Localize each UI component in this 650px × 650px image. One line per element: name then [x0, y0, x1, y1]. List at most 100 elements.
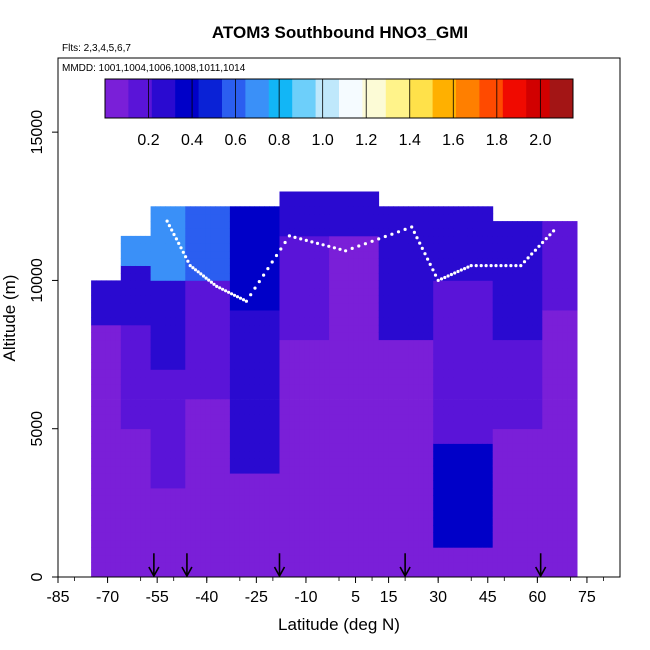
heatmap-cell	[145, 473, 151, 481]
heatmap-cell	[358, 391, 365, 400]
heatmap-cell	[393, 428, 399, 437]
heatmap-cell	[249, 280, 256, 289]
heatmap-cell	[363, 554, 370, 563]
heatmap-cell	[403, 317, 409, 326]
heatmap-cell	[170, 287, 176, 296]
heatmap-cell	[334, 295, 340, 304]
heatmap-cell	[334, 436, 340, 444]
heatmap-cell	[224, 436, 231, 444]
heatmap-cell	[130, 539, 137, 548]
heatmap-cell	[234, 265, 241, 274]
heatmap-cell	[160, 310, 166, 318]
heatmap-cell	[96, 569, 102, 578]
heatmap-cell	[413, 324, 419, 333]
heatmap-cell	[373, 198, 380, 207]
flight-track-point	[426, 257, 430, 261]
heatmap-cell	[170, 273, 176, 281]
heatmap-cell	[443, 443, 449, 452]
heatmap-cell	[170, 458, 176, 467]
heatmap-cell	[453, 317, 459, 326]
heatmap-cell	[269, 465, 275, 474]
heatmap-cell	[363, 317, 370, 326]
heatmap-cell	[423, 532, 429, 541]
heatmap-cell	[140, 539, 146, 548]
heatmap-cell	[160, 443, 166, 452]
heatmap-cell	[388, 317, 394, 326]
heatmap-cell	[438, 376, 444, 385]
heatmap-cell	[110, 525, 117, 533]
heatmap-cell	[130, 302, 137, 311]
heatmap-cell	[264, 280, 270, 289]
heatmap-cell	[433, 384, 439, 392]
heatmap-cell	[190, 391, 196, 400]
heatmap-cell	[388, 258, 394, 266]
heatmap-cell	[105, 547, 112, 556]
heatmap-cell	[438, 369, 444, 378]
heatmap-cell	[239, 265, 246, 274]
heatmap-cell	[532, 235, 538, 244]
heatmap-cell	[284, 532, 290, 541]
heatmap-cell	[229, 243, 236, 252]
heatmap-cell	[180, 332, 186, 341]
heatmap-cell	[120, 399, 127, 407]
heatmap-cell	[408, 280, 414, 289]
heatmap-cell	[567, 443, 573, 452]
heatmap-cell	[463, 295, 469, 304]
heatmap-cell	[304, 310, 310, 318]
heatmap-cell	[294, 228, 300, 237]
heatmap-cell	[502, 465, 508, 474]
heatmap-cell	[339, 221, 345, 229]
heatmap-cell	[334, 258, 340, 266]
heatmap-cell	[195, 332, 201, 341]
heatmap-cell	[150, 347, 156, 355]
heatmap-cell	[438, 421, 444, 430]
heatmap-cell	[492, 517, 499, 526]
heatmap-cell	[284, 228, 290, 237]
heatmap-cell	[195, 413, 201, 422]
heatmap-cell	[348, 354, 355, 363]
heatmap-cell	[91, 465, 97, 474]
heatmap-cell	[423, 539, 429, 548]
heatmap-cell	[220, 376, 226, 385]
heatmap-cell	[96, 473, 102, 481]
heatmap-cell	[438, 384, 444, 392]
heatmap-cell	[438, 339, 444, 348]
heatmap-cell	[467, 235, 474, 244]
heatmap-cell	[492, 473, 499, 481]
heatmap-cell	[289, 391, 295, 400]
heatmap-cell	[339, 502, 345, 511]
heatmap-cell	[537, 502, 543, 511]
flight-track-point	[449, 272, 453, 277]
heatmap-cell	[497, 443, 504, 452]
heatmap-cell	[463, 517, 469, 526]
flight-track-point	[304, 238, 308, 242]
heatmap-cell	[418, 406, 424, 415]
heatmap-cell	[234, 369, 241, 378]
heatmap-cell	[334, 265, 340, 274]
heatmap-cell	[324, 473, 330, 481]
heatmap-cell	[492, 502, 499, 511]
heatmap-cell	[413, 332, 419, 341]
heatmap-cell	[428, 488, 434, 496]
heatmap-cell	[234, 562, 241, 570]
heatmap-cell	[145, 532, 151, 541]
heatmap-cell	[482, 347, 489, 355]
heatmap-cell	[150, 324, 156, 333]
heatmap-cell	[229, 258, 236, 266]
heatmap-cell	[274, 436, 280, 444]
heatmap-cell	[438, 324, 444, 333]
heatmap-cell	[329, 191, 335, 200]
heatmap-cell	[472, 206, 479, 215]
heatmap-cell	[388, 495, 394, 504]
heatmap-cell	[413, 347, 419, 355]
heatmap-cell	[547, 332, 553, 341]
heatmap-cell	[135, 554, 142, 563]
heatmap-cell	[344, 250, 350, 259]
heatmap-cell	[229, 347, 236, 355]
heatmap-cell	[284, 391, 290, 400]
heatmap-cell	[378, 547, 385, 556]
heatmap-cell	[120, 421, 127, 430]
heatmap-cell	[467, 428, 474, 437]
heatmap-cell	[234, 436, 241, 444]
heatmap-cell	[537, 525, 543, 533]
